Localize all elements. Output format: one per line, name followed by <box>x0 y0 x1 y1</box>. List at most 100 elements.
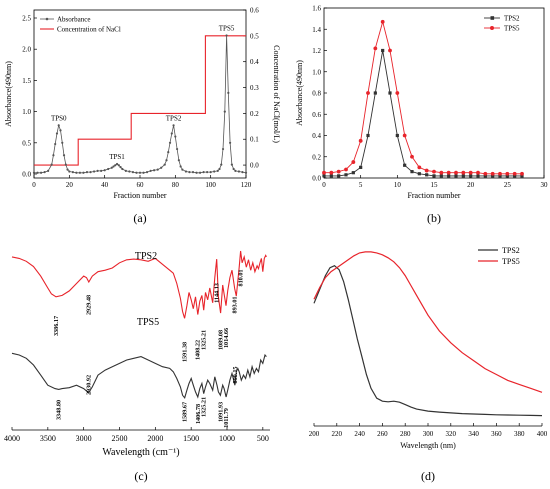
data-point-absorbance <box>85 171 89 174</box>
data-point-tps5 <box>432 169 436 174</box>
data-point-absorbance <box>167 151 170 154</box>
data-point-absorbance <box>121 167 124 171</box>
y-tick-label-a: 0.5 <box>22 139 31 147</box>
data-point-absorbance <box>198 171 202 174</box>
series-line-nacl <box>34 35 246 166</box>
data-point-tps5 <box>344 167 348 172</box>
data-point-absorbance <box>145 171 149 174</box>
data-point-absorbance <box>100 169 103 172</box>
x-tick-label-b: 5 <box>359 181 363 189</box>
data-point-tps5 <box>410 154 414 159</box>
data-point-absorbance <box>107 167 110 171</box>
x-axis-label-a: Fraction number <box>113 191 166 200</box>
data-point-absorbance <box>209 171 212 174</box>
x-tick-label-b: 10 <box>394 181 402 189</box>
peak-annotation-tps2: 2929.48 <box>86 295 93 315</box>
peak-annotation-tps5: 3348.80 <box>56 400 63 420</box>
series-line-tps2-ir <box>11 250 267 319</box>
y-tick-label-a: 1.0 <box>22 108 31 116</box>
data-point-absorbance <box>68 170 71 173</box>
data-point-absorbance <box>184 170 188 173</box>
y-tick-label-b: 1.6 <box>312 5 321 13</box>
data-point-absorbance <box>92 170 96 173</box>
peak-annotation-tps2: 1325.21 <box>201 330 208 350</box>
data-point-tps5 <box>520 171 524 176</box>
data-point-tps5 <box>498 171 502 176</box>
series-line-tps2 <box>324 50 522 177</box>
data-point-tps2 <box>432 174 436 178</box>
data-point-absorbance <box>43 171 46 174</box>
x-tick-label-d: 400 <box>537 430 548 438</box>
data-point-absorbance <box>114 164 117 167</box>
data-point-absorbance <box>237 170 241 173</box>
data-point-tps2 <box>351 171 355 175</box>
x-tick-label-a: 40 <box>101 181 109 189</box>
data-point-tps2 <box>403 163 407 167</box>
x-tick-label-c: 3500 <box>40 434 56 443</box>
data-point-tps5 <box>505 171 510 176</box>
peak-annotation-tps5: 1325.21 <box>201 397 208 417</box>
data-point-absorbance <box>128 170 131 173</box>
data-point-tps2 <box>439 174 443 178</box>
plot-frame-a <box>33 9 247 179</box>
data-point-tps5 <box>395 91 400 95</box>
data-point-absorbance <box>103 169 106 172</box>
x-tick-label-a: 80 <box>172 181 180 189</box>
data-point-tps5 <box>402 133 407 138</box>
series-line-tps5-uv <box>313 251 543 393</box>
curve-label-tps5: TPS5 <box>137 317 159 328</box>
data-point-absorbance <box>244 171 248 174</box>
data-point-absorbance <box>176 147 179 151</box>
data-point-tps5 <box>373 46 378 51</box>
data-point-absorbance <box>61 141 64 144</box>
data-point-tps2 <box>520 174 524 178</box>
x-tick-label-a: 60 <box>137 181 145 189</box>
data-point-absorbance <box>179 165 182 168</box>
data-point-tps2 <box>417 172 421 176</box>
data-point-tps5 <box>329 170 334 175</box>
data-point-absorbance <box>174 135 177 138</box>
peak-label: TPS0 <box>51 114 67 122</box>
data-point-absorbance <box>32 171 36 174</box>
data-point-tps2 <box>498 174 502 178</box>
x-axis-label-d: Wavelength (nm) <box>400 441 456 450</box>
data-point-absorbance <box>39 171 43 174</box>
series-line-absorbance <box>34 35 247 174</box>
y-tick-label-b: 0.8 <box>312 90 321 98</box>
y2-tick-label-a: 0.6 <box>250 7 259 15</box>
data-point-absorbance <box>135 171 138 174</box>
data-point-tps2 <box>359 165 363 169</box>
data-point-tps2 <box>491 174 495 178</box>
x-tick-label-d: 360 <box>491 430 502 438</box>
data-point-absorbance <box>82 171 85 174</box>
x-tick-label-c: 2500 <box>112 434 128 443</box>
data-point-absorbance <box>47 169 50 172</box>
legend-marker-absorbance <box>45 17 49 21</box>
data-point-tps5 <box>483 171 488 176</box>
x-tick-label-d: 380 <box>514 430 525 438</box>
data-point-absorbance <box>223 110 226 113</box>
data-point-absorbance <box>110 166 113 169</box>
data-point-tps2 <box>425 173 429 177</box>
y2-axis-label-a: Concentration of NaCl(mol/L) <box>272 45 281 143</box>
data-point-absorbance <box>52 154 55 157</box>
data-point-absorbance <box>227 91 230 94</box>
data-point-absorbance <box>75 171 78 174</box>
peak-annotation-tps2: 1014.66 <box>223 328 230 348</box>
data-point-absorbance <box>229 141 232 144</box>
data-point-tps2 <box>410 170 414 174</box>
x-tick-label-b: 20 <box>467 181 475 189</box>
data-point-tps2 <box>381 48 385 53</box>
data-point-absorbance <box>225 34 228 37</box>
peak-annotation-tps2: 893.01 <box>232 296 239 313</box>
data-point-absorbance <box>59 129 62 132</box>
data-point-absorbance <box>188 171 191 174</box>
data-point-absorbance <box>71 171 74 174</box>
data-point-tps5 <box>461 170 466 175</box>
series-line-tps5-ir <box>11 352 267 399</box>
data-point-absorbance <box>163 163 166 166</box>
data-point-absorbance <box>117 164 120 167</box>
y2-tick-label-a: 0.5 <box>250 32 259 40</box>
peak-annotation-tps2: 1408.22 <box>195 340 202 360</box>
peak-label: TPS5 <box>219 24 235 32</box>
